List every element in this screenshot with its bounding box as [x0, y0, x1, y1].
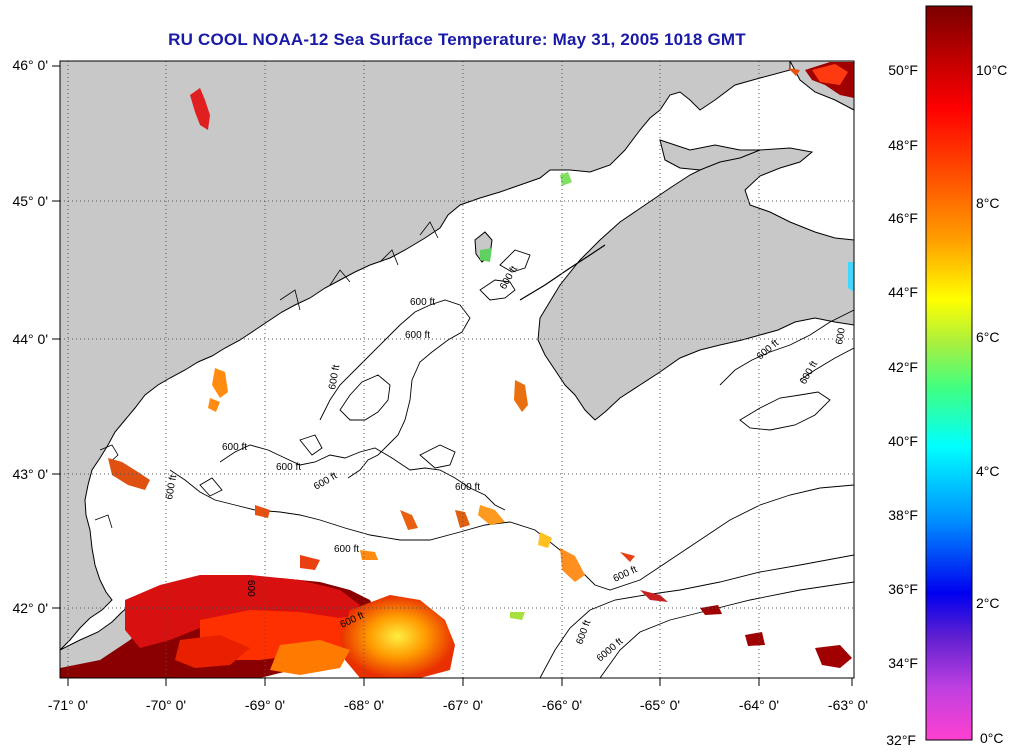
digby-neck	[519, 244, 606, 301]
contour-label: 600 ft	[327, 364, 342, 391]
celsius-label: 2°C	[976, 595, 1000, 611]
mainland-landmass	[60, 61, 791, 651]
bathymetry-contours	[169, 249, 854, 678]
nova-scotia-landmass	[537, 147, 854, 421]
lat-label: 46° 0'	[12, 57, 48, 73]
contour-label: 600	[834, 327, 848, 346]
lon-label: -71° 0'	[48, 697, 88, 713]
longitude-labels: -71° 0' -70° 0' -69° 0' -68° 0' -67° 0' …	[48, 697, 868, 713]
fahrenheit-label: 32°F	[886, 732, 916, 748]
coast-detail	[94, 221, 439, 529]
lat-label: 43° 0'	[12, 466, 48, 482]
lon-label: -63° 0'	[828, 697, 868, 713]
map-title: RU COOL NOAA-12 Sea Surface Temperature:…	[168, 30, 746, 49]
contour-label: 600	[245, 580, 256, 597]
colorbar-fahrenheit-labels: 50°F 48°F 46°F 44°F 42°F 40°F 38°F 36°F …	[886, 62, 918, 748]
contour-label: 600 ft	[222, 442, 247, 453]
latitude-labels: 46° 0' 45° 0' 44° 0' 43° 0' 42° 0'	[12, 57, 48, 616]
lat-label: 42° 0'	[12, 600, 48, 616]
celsius-label: 4°C	[976, 463, 1000, 479]
map-area: 600 ft 600 ft 600 ft 600 ft 600 ft 600 f…	[60, 61, 854, 678]
contour-label: 600 ft	[276, 462, 301, 473]
celsius-label: 8°C	[976, 195, 1000, 211]
fahrenheit-label: 44°F	[888, 284, 918, 300]
map-frame	[59, 60, 855, 679]
colorbar-celsius-labels: 10°C 8°C 6°C 4°C 2°C 0°C	[976, 62, 1007, 746]
fahrenheit-label: 40°F	[888, 433, 918, 449]
contour-label: 600 ft	[455, 482, 480, 493]
lon-label: -68° 0'	[344, 697, 384, 713]
fahrenheit-label: 36°F	[888, 581, 918, 597]
fahrenheit-label: 34°F	[888, 655, 918, 671]
fahrenheit-label: 50°F	[888, 62, 918, 78]
lon-label: -64° 0'	[739, 697, 779, 713]
fahrenheit-label: 46°F	[888, 210, 918, 226]
lon-label: -67° 0'	[443, 697, 483, 713]
lon-label: -69° 0'	[245, 697, 285, 713]
contour-label: 600 ft	[334, 544, 359, 555]
celsius-label: 6°C	[976, 329, 1000, 345]
fahrenheit-label: 48°F	[888, 137, 918, 153]
axis-ticks	[52, 65, 853, 686]
celsius-label: 10°C	[976, 62, 1007, 78]
lon-label: -66° 0'	[542, 697, 582, 713]
contour-label: 600 ft	[164, 474, 179, 501]
fahrenheit-label: 42°F	[888, 359, 918, 375]
sst-warm-patches	[60, 62, 854, 678]
lat-label: 45° 0'	[12, 193, 48, 209]
graticule	[60, 61, 854, 678]
fahrenheit-label: 38°F	[888, 507, 918, 523]
lon-label: -65° 0'	[640, 697, 680, 713]
fundy-shore	[659, 139, 761, 171]
contour-label: 600 ft	[410, 297, 435, 308]
contour-label: 600 ft	[405, 330, 430, 341]
celsius-label: 0°C	[980, 730, 1004, 746]
temperature-colorbar	[925, 5, 973, 741]
lat-label: 44° 0'	[12, 331, 48, 347]
lon-label: -70° 0'	[146, 697, 186, 713]
